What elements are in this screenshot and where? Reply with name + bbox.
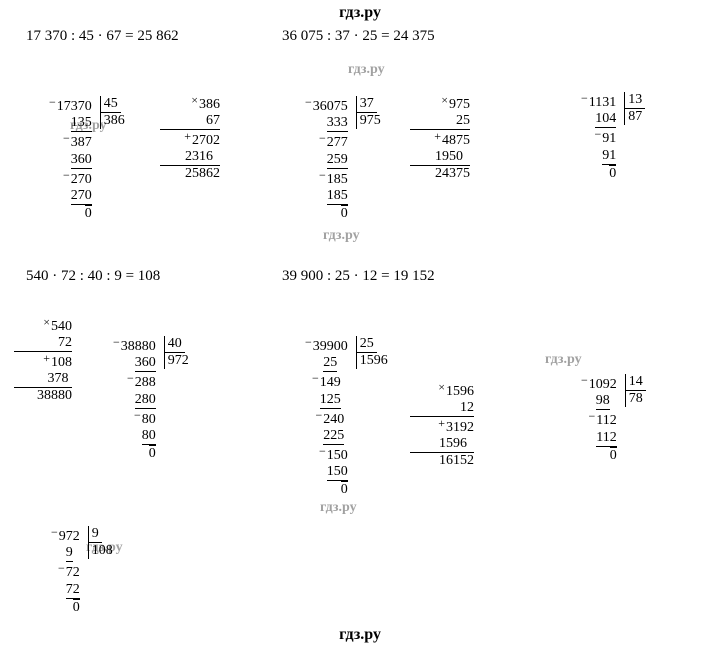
p1-mul-p2: 2316	[185, 149, 213, 164]
p2-equation: 36 075 : 37 · 25 = 24 375	[282, 28, 435, 45]
p6-r2: 112	[596, 430, 616, 447]
p4-d1-r3: 80	[142, 412, 156, 427]
p2-divisor: 37	[356, 96, 377, 113]
p6-quotient: 78	[625, 391, 646, 407]
p4-d1-divisor: 40	[164, 336, 185, 353]
p4-d1-dividend: 38880	[121, 339, 156, 354]
p6-r0: 98	[596, 393, 610, 410]
p4-d2-r0: 9	[66, 545, 73, 562]
p1-mul-res: 25862	[185, 166, 220, 181]
p4-longdivision-2: −972 9 −72 72 0 9 108	[30, 478, 116, 632]
p5-r5: 150	[327, 448, 348, 463]
p4-mul-p2: 378	[48, 371, 69, 386]
p2-quotient: 975	[356, 113, 384, 129]
p2-div-r4: 185	[327, 188, 348, 205]
p1-mul-by: 67	[206, 113, 220, 128]
p5-r2: 125	[320, 392, 341, 409]
page-header: гдз.ру	[0, 4, 720, 22]
p4-mul-by: 72	[58, 335, 72, 350]
p1-quotient: 386	[100, 113, 128, 129]
p5-r4: 225	[323, 428, 344, 445]
p1-div-r0: 135	[71, 115, 92, 132]
p4-d1-r5: 0	[149, 445, 156, 462]
p5-multiplication: ×1596 12 +3192 1596 16152	[410, 365, 474, 470]
p5-equation: 39 900 : 25 · 12 = 19 152	[282, 268, 435, 285]
p3-r2: 91	[602, 148, 616, 165]
p2-mul-by: 25	[456, 113, 470, 128]
p2-mul-p1: 4875	[442, 133, 470, 148]
p4-d2-quotient: 108	[88, 543, 116, 559]
p6-divisor: 14	[625, 374, 646, 391]
p1-dividend: 17370	[57, 99, 92, 114]
p3-quotient: 87	[624, 109, 645, 125]
p4-d1-r2: 280	[135, 392, 156, 409]
p3-r3: 0	[609, 165, 616, 182]
p4-equation: 540 · 72 : 40 : 9 = 108	[26, 268, 160, 285]
p2-longdivision: −36075 333 −277 259 −185 185 0 37 975	[284, 48, 384, 238]
p3-divisor: 13	[624, 92, 645, 109]
p2-dividend: 36075	[313, 99, 348, 114]
p2-div-r3: 185	[327, 172, 348, 187]
p4-mul-top: 540	[51, 319, 72, 334]
p1-div-r3: 270	[71, 172, 92, 187]
p3-longdivision: −1131 104 −91 91 0 13 87	[560, 44, 645, 198]
p2-mul-res: 24375	[435, 166, 470, 181]
p1-div-r4: 270	[71, 188, 92, 205]
p4-mul-p1: 108	[51, 355, 72, 370]
p2-div-r0: 333	[327, 115, 348, 132]
p4-d1-r0: 360	[135, 355, 156, 372]
p4-d1-r4: 80	[142, 428, 156, 445]
p1-div-r5: 0	[85, 205, 92, 222]
p1-equation: 17 370 : 45 · 67 = 25 862	[26, 28, 179, 45]
p5-r0: 25	[323, 355, 337, 372]
p5-dividend: 39900	[313, 339, 348, 354]
p4-d2-dividend: 972	[59, 529, 80, 544]
p5-mul-by: 12	[460, 400, 474, 415]
p1-div-r2: 360	[71, 152, 92, 169]
p3-r1: 91	[602, 131, 616, 146]
p2-div-r5: 0	[341, 205, 348, 222]
p5-mul-top: 1596	[446, 384, 474, 399]
p4-d1-quotient: 972	[164, 353, 192, 369]
p3-dividend: 1131	[589, 95, 616, 110]
p2-div-r1: 277	[327, 135, 348, 150]
p5-mul-p2: 1596	[439, 436, 467, 451]
p6-longdivision: −1092 98 −112 112 0 14 78	[560, 326, 646, 480]
p2-mul-p2: 1950	[435, 149, 463, 164]
p5-quotient: 1596	[356, 353, 391, 369]
p1-mul-p1: 2702	[192, 133, 220, 148]
p1-longdivision: −17370 135 −387 360 −270 270 0 45 386	[28, 48, 128, 238]
p4-longdivision-1: −38880 360 −288 280 −80 80 0 40 972	[92, 288, 192, 478]
p2-mul-top: 975	[449, 97, 470, 112]
p4-multiplication: ×540 72 +108 378 38880	[14, 300, 72, 405]
p3-r0: 104	[595, 111, 616, 128]
p5-r7: 0	[341, 481, 348, 498]
p1-div-r1: 387	[71, 135, 92, 150]
p6-r3: 0	[610, 447, 617, 464]
p2-div-r2: 259	[327, 152, 348, 169]
p4-d2-r3: 0	[73, 599, 80, 616]
p5-longdivision: −39900 25 −149 125 −240 225 −150 150 0 2…	[284, 288, 391, 514]
p1-mul-top: 386	[199, 97, 220, 112]
p2-multiplication: ×975 25 +4875 1950 24375	[410, 78, 470, 183]
p5-mul-p1: 3192	[446, 420, 474, 435]
p4-d2-divisor: 9	[88, 526, 102, 543]
p6-r1: 112	[596, 413, 616, 428]
p4-d2-r2: 72	[66, 582, 80, 599]
p1-multiplication: ×386 67 +2702 2316 25862	[160, 78, 220, 183]
p5-mul-res: 16152	[439, 453, 474, 468]
p5-r3: 240	[323, 412, 344, 427]
p1-divisor: 45	[100, 96, 121, 113]
p4-mul-res: 38880	[37, 388, 72, 403]
p4-d1-r1: 288	[135, 375, 156, 390]
p5-divisor: 25	[356, 336, 377, 353]
p6-dividend: 1092	[589, 377, 617, 392]
p5-r1: 149	[320, 375, 341, 390]
p5-r6: 150	[327, 464, 348, 481]
p4-d2-r1: 72	[66, 565, 80, 580]
